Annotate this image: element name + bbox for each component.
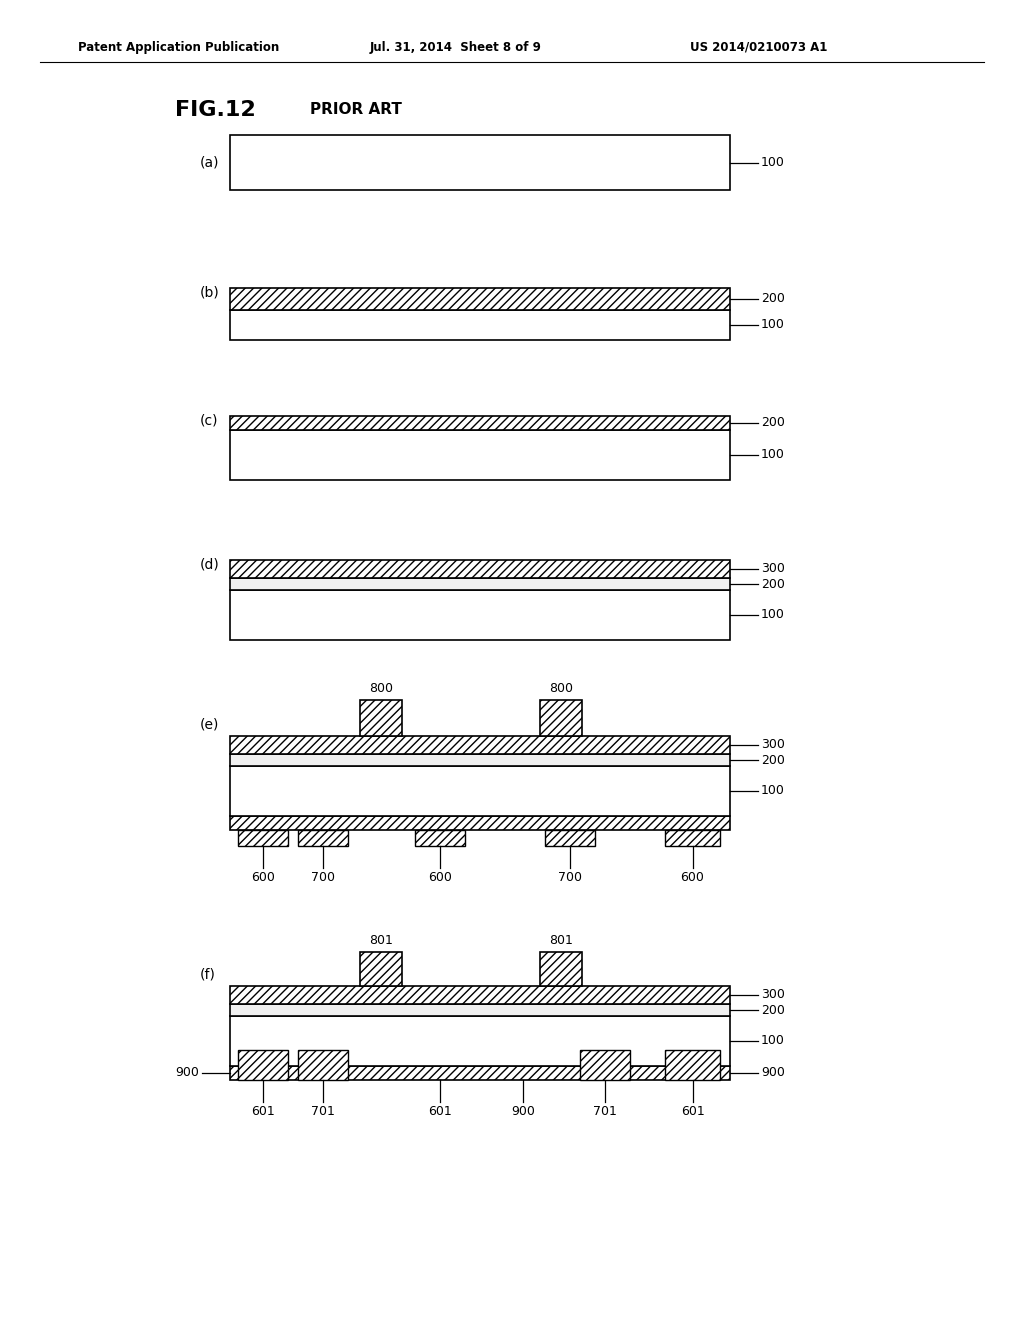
Text: PRIOR ART: PRIOR ART: [310, 103, 401, 117]
Text: 800: 800: [369, 682, 393, 696]
Text: 601: 601: [251, 1105, 274, 1118]
Text: 900: 900: [511, 1105, 535, 1118]
Bar: [230, 1005, 730, 1016]
Text: 200: 200: [761, 417, 784, 429]
Bar: [665, 830, 720, 846]
Bar: [540, 700, 582, 737]
Bar: [238, 830, 288, 846]
Text: 600: 600: [681, 871, 705, 884]
Bar: [230, 578, 730, 590]
Bar: [230, 737, 730, 754]
Bar: [230, 416, 730, 430]
Bar: [230, 766, 730, 816]
Text: 900: 900: [761, 1067, 784, 1080]
Bar: [230, 310, 730, 341]
Text: (c): (c): [200, 414, 218, 428]
Text: 600: 600: [251, 871, 274, 884]
Text: 700: 700: [311, 871, 335, 884]
Bar: [545, 830, 595, 846]
Text: 701: 701: [593, 1105, 616, 1118]
Bar: [230, 754, 730, 766]
Bar: [230, 135, 730, 190]
Bar: [360, 700, 402, 737]
Text: 100: 100: [761, 156, 784, 169]
Text: 100: 100: [761, 1035, 784, 1048]
Text: 800: 800: [549, 682, 573, 696]
Text: (f): (f): [200, 968, 216, 981]
Bar: [230, 560, 730, 578]
Bar: [580, 1049, 630, 1080]
Text: 200: 200: [761, 578, 784, 590]
Text: (b): (b): [200, 286, 220, 300]
Bar: [230, 1016, 730, 1067]
Text: 100: 100: [761, 318, 784, 331]
Text: (e): (e): [200, 717, 219, 731]
Text: US 2014/0210073 A1: US 2014/0210073 A1: [690, 41, 827, 54]
Text: 100: 100: [761, 609, 784, 622]
Text: 200: 200: [761, 1003, 784, 1016]
Text: (d): (d): [200, 558, 220, 572]
Text: (a): (a): [200, 156, 219, 169]
Text: 200: 200: [761, 293, 784, 305]
Text: 601: 601: [428, 1105, 452, 1118]
Text: 801: 801: [369, 935, 393, 946]
Bar: [540, 952, 582, 986]
Bar: [230, 816, 730, 830]
Text: 801: 801: [549, 935, 573, 946]
Text: 300: 300: [761, 989, 784, 1002]
Text: FIG.12: FIG.12: [175, 100, 256, 120]
Bar: [230, 430, 730, 480]
Bar: [230, 986, 730, 1005]
Bar: [665, 1049, 720, 1080]
Bar: [230, 590, 730, 640]
Text: 601: 601: [681, 1105, 705, 1118]
Text: 701: 701: [311, 1105, 335, 1118]
Bar: [230, 288, 730, 310]
Bar: [230, 1067, 730, 1080]
Text: 100: 100: [761, 784, 784, 797]
Text: 200: 200: [761, 754, 784, 767]
Text: 300: 300: [761, 562, 784, 576]
Text: 600: 600: [428, 871, 452, 884]
Bar: [415, 830, 465, 846]
Bar: [360, 952, 402, 986]
Bar: [238, 1049, 288, 1080]
Text: 900: 900: [175, 1067, 199, 1080]
Text: 300: 300: [761, 738, 784, 751]
Text: Jul. 31, 2014  Sheet 8 of 9: Jul. 31, 2014 Sheet 8 of 9: [370, 41, 542, 54]
Bar: [298, 1049, 348, 1080]
Text: 100: 100: [761, 449, 784, 462]
Text: 700: 700: [558, 871, 582, 884]
Bar: [298, 830, 348, 846]
Text: Patent Application Publication: Patent Application Publication: [78, 41, 280, 54]
